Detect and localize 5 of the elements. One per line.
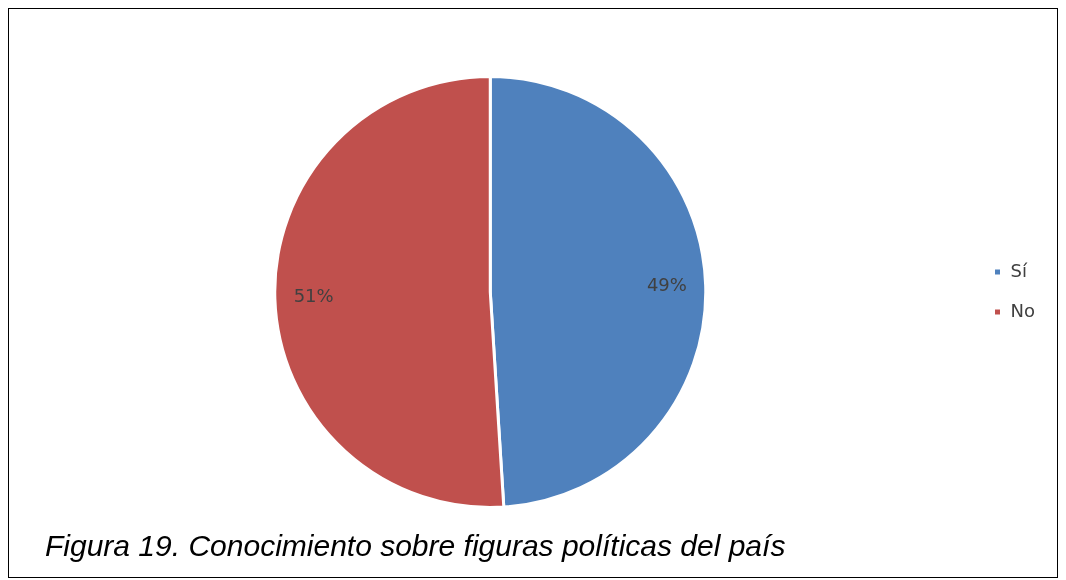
data-label: 51% (293, 285, 334, 307)
text: Figura 19. Conocimiento sobre figuras políticas del país (45, 529, 786, 563)
legend-label: No (1010, 299, 1036, 321)
legend-label: Sí (1010, 259, 1028, 281)
data-label: 49% (646, 274, 687, 296)
